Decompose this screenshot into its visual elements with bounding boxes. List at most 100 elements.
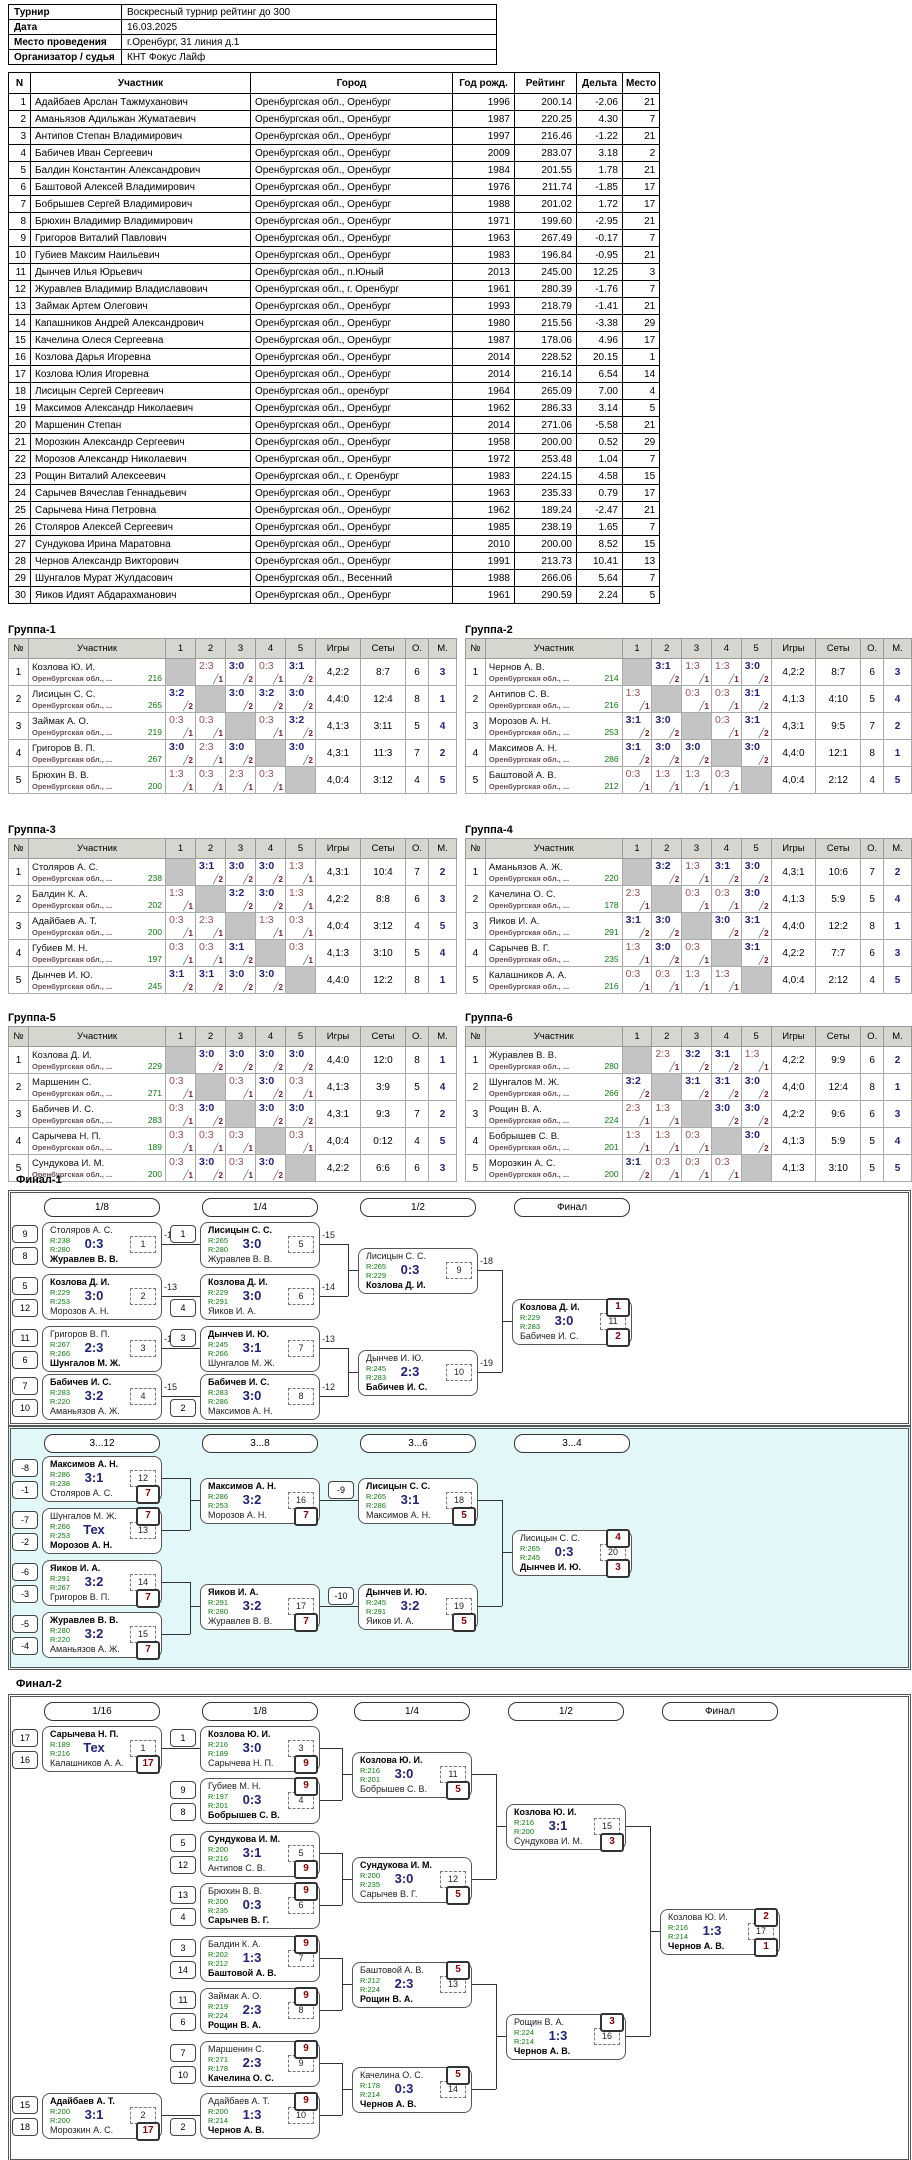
player-top-name: Максимов А. Н. xyxy=(208,1481,277,1491)
match-points: ╱2 xyxy=(669,874,680,884)
round-header: 3...8 xyxy=(202,1434,318,1453)
match-set-score: 3:0 xyxy=(229,687,245,699)
group-place: 1 xyxy=(428,685,457,713)
group-place: 2 xyxy=(428,1100,457,1128)
loser-destination-label: -15 xyxy=(164,1382,178,1392)
group-column-header: М. xyxy=(428,838,457,859)
group-result-cell: 0:3 ╱1 xyxy=(165,1100,196,1128)
player-top-rating: R:286 xyxy=(50,1470,71,1479)
place-box: 9 xyxy=(294,2092,318,2111)
match-set-score: 0:3 xyxy=(169,1156,184,1168)
slash-icon: ╱ xyxy=(639,928,645,938)
player-top-rating: R:265 xyxy=(208,1236,229,1245)
match-set-score: 0:3 xyxy=(685,687,700,699)
slash-icon: ╱ xyxy=(243,701,249,711)
seed-box: 1 xyxy=(170,1225,196,1243)
player-top-name: Займак А. О. xyxy=(208,1991,262,2001)
group-player-row: 1 Козлова Ю. И. Оренбургская обл., ... 216 2… xyxy=(8,658,457,686)
participant-delta: 1.04 xyxy=(576,450,623,468)
slash-icon: ╱ xyxy=(758,1062,765,1072)
group-player-rating: 267 xyxy=(147,753,162,764)
match-points: ╱2 xyxy=(303,755,313,765)
round-header: 1/2 xyxy=(508,1702,624,1721)
slash-icon: ╱ xyxy=(758,955,765,965)
participant-delta: 1.72 xyxy=(576,195,623,213)
participant-city: Оренбургская обл., Оренбург xyxy=(250,433,453,451)
group-column-header: Сеты xyxy=(815,838,862,859)
group-player-cell: Калашников А. А. Оренбургская обл., ... 21… xyxy=(484,966,623,994)
match-set-score: 3:0 xyxy=(229,741,245,753)
match-set-score: 2:3 xyxy=(229,768,244,780)
bracket-connector xyxy=(348,1372,358,1373)
player-bottom-name: Морозов А. Н. xyxy=(50,1306,109,1316)
match-points: ╱2 xyxy=(273,1062,283,1072)
group-player-rating: 214 xyxy=(604,672,619,683)
group-player-cell: Балдин К. А. Оренбургская обл., ... 202 xyxy=(28,885,166,913)
player-bottom-rating: R:235 xyxy=(360,1880,381,1889)
group-column-header: Участник xyxy=(28,638,166,659)
group-player-cell: Журавлев В. В. Оренбургская обл., ... 280 xyxy=(484,1046,623,1074)
round-header: 1/4 xyxy=(202,1198,318,1217)
player-top-rating: R:200 xyxy=(208,2107,229,2116)
seed-box: 10 xyxy=(170,2066,196,2084)
match-points: ╱1 xyxy=(669,1116,680,1126)
player-top-rating: R:267 xyxy=(50,1340,71,1349)
group-title: Группа-2 xyxy=(465,624,513,636)
match-score: 3:1 xyxy=(548,1818,568,1833)
group-result-cell: 3:1 ╱2 xyxy=(740,712,772,740)
group-player-region: Оренбургская обл., ... xyxy=(32,900,113,910)
match-set-score: 1:3 xyxy=(625,687,641,699)
place-box: 17 xyxy=(136,1755,160,1774)
player-top-name: Дынчев И. Ю. xyxy=(366,1353,424,1363)
player-bottom-name: Сарычева Н. П. xyxy=(208,1758,274,1768)
match-points: ╱1 xyxy=(213,928,223,938)
player-bottom-rating: R:238 xyxy=(50,1479,71,1488)
group-result-cell: 3:0 ╱2 xyxy=(255,1046,286,1074)
match-set-score: 0:3 xyxy=(229,1075,244,1087)
group-result-cell: 3:0 ╱2 xyxy=(651,939,683,967)
participant-place: 1 xyxy=(621,348,661,366)
group-sets: 2:12 xyxy=(815,966,862,994)
participant-delta: 5.64 xyxy=(576,569,623,587)
loser-destination-label: -15 xyxy=(322,1230,336,1240)
group-column-header: 3 xyxy=(225,1026,256,1047)
group-result-cell: 3:0 ╱2 xyxy=(740,1100,772,1128)
participant-place: 15 xyxy=(621,535,661,553)
participant-rating: 199.60 xyxy=(514,212,577,230)
match-points: ╱1 xyxy=(699,955,709,965)
match-set-score: 2:3 xyxy=(199,660,214,672)
participant-name: Брюхин Владимир Владимирович xyxy=(30,212,251,230)
participant-delta: -2.47 xyxy=(576,501,623,519)
seed-box: -3 xyxy=(12,1585,38,1603)
participant-row: 8 Брюхин Владимир Владимирович Оренбургска… xyxy=(8,212,661,230)
match-set-score: 3:0 xyxy=(744,660,760,672)
group-player-subline: Оренбургская обл., ... 212 xyxy=(489,781,619,791)
match-set-score: 3:0 xyxy=(744,860,760,872)
participant-delta: -3.38 xyxy=(576,314,623,332)
participant-place: 4 xyxy=(621,382,661,400)
group-player-row: 2 Антипов С. В. Оренбургская обл., ... 216 1… xyxy=(465,685,912,713)
bracket-connector xyxy=(470,2089,496,2090)
group-self-cell xyxy=(710,739,742,767)
match-points: ╱2 xyxy=(639,755,650,765)
group-player-cell: Шунгалов М. Ж. Оренбургская обл., ... 266 xyxy=(484,1073,623,1101)
participant-place: 29 xyxy=(621,433,661,451)
player-bottom-name: Сундукова И. М. xyxy=(514,1836,583,1846)
match-number: 9 xyxy=(446,1262,472,1279)
group-points: 8 xyxy=(860,1073,885,1101)
group-player-subline: Оренбургская обл., ... 214 xyxy=(489,673,619,683)
place-box: 5 xyxy=(446,1886,470,1905)
group-sets: 12:4 xyxy=(815,1073,862,1101)
group-points: 6 xyxy=(860,939,885,967)
group-column-header: Участник xyxy=(484,638,623,659)
match-points: ╱1 xyxy=(303,1089,313,1099)
group-player-region: Оренбургская обл., ... xyxy=(488,927,570,937)
match-set-score: 3:1 xyxy=(714,1075,731,1087)
match-set-score: 1:3 xyxy=(685,660,700,672)
slash-icon: ╱ xyxy=(213,955,219,965)
slash-icon: ╱ xyxy=(243,1062,249,1072)
slash-icon: ╱ xyxy=(273,928,279,938)
group-result-cell: 1:3 ╱1 xyxy=(621,685,653,713)
group-result-cell: 3:1 ╱2 xyxy=(621,739,653,767)
slash-icon: ╱ xyxy=(728,1116,735,1126)
